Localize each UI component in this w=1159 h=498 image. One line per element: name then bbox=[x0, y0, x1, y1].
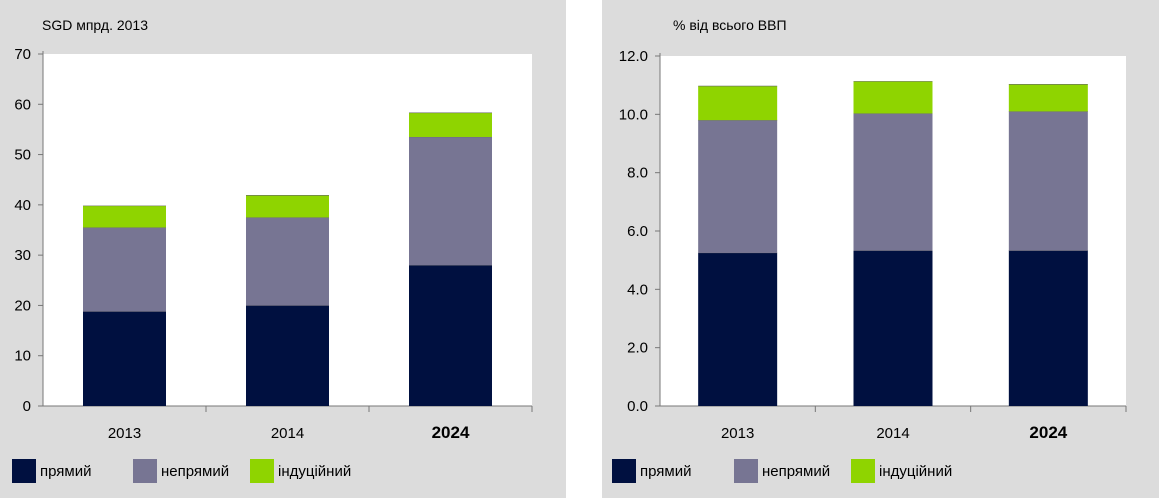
legend-item-indirect: непрямий bbox=[133, 459, 229, 483]
y-tick-label: 60 bbox=[14, 96, 31, 113]
legend-label: непрямий bbox=[161, 462, 230, 480]
legend-swatch bbox=[612, 459, 636, 483]
legend-label: прямий bbox=[40, 462, 92, 480]
x-tick-label: 2013 bbox=[721, 425, 754, 442]
bar-segment bbox=[83, 311, 166, 406]
bar-segment bbox=[246, 217, 329, 306]
y-tick-label: 0.0 bbox=[627, 398, 648, 415]
bar-segment bbox=[83, 227, 166, 312]
legend-label: індуційний bbox=[879, 462, 953, 480]
legend-label: непрямий bbox=[762, 462, 831, 480]
legend-item-direct: прямий bbox=[12, 459, 92, 483]
chart-unit-label: % від всього ВВП bbox=[673, 17, 787, 33]
chart-canvas: 0.0 2.0 4.0 6.0 8.0 10.0 12.0 2013 2014 2024 bbox=[619, 48, 1127, 442]
chart-panel-gdp-sgd: SGD мпрд. 2013 0 10 20 30 40 50 60 70 2013 2014 20… bbox=[0, 0, 566, 498]
bar-segment bbox=[1008, 84, 1088, 112]
legend-item-induced: індуційний bbox=[250, 459, 351, 483]
legend-label: прямий bbox=[640, 462, 692, 480]
bar-segment bbox=[409, 112, 492, 137]
y-tick-label: 70 bbox=[14, 46, 31, 63]
bar-segment bbox=[246, 305, 329, 406]
bar-segment bbox=[246, 195, 329, 218]
bar-segment bbox=[698, 86, 778, 121]
chart-panel-gdp-percent: % від всього ВВП 0.0 2.0 4.0 6.0 8.0 10.0 12.0… bbox=[602, 0, 1159, 498]
legend-swatch bbox=[250, 459, 274, 483]
bar-segment bbox=[409, 265, 492, 406]
y-tick-label: 6.0 bbox=[627, 223, 648, 240]
bar-segment bbox=[853, 81, 933, 114]
y-tick-label: 8.0 bbox=[627, 165, 648, 182]
bar-segment bbox=[698, 252, 778, 406]
legend-item-induced: індуційний bbox=[851, 459, 952, 483]
legend-label: індуційний bbox=[278, 462, 352, 480]
bar-segment bbox=[853, 250, 933, 406]
legend-swatch bbox=[734, 459, 758, 483]
x-tick-label: 2024 bbox=[432, 423, 470, 442]
legend-swatch bbox=[133, 459, 157, 483]
bar-segment bbox=[1008, 111, 1088, 251]
y-tick-label: 10.0 bbox=[619, 106, 648, 123]
y-tick-label: 12.0 bbox=[619, 48, 648, 65]
y-tick-label: 50 bbox=[14, 147, 31, 164]
legend-item-indirect: непрямий bbox=[734, 459, 830, 483]
chart-unit-label: SGD мпрд. 2013 bbox=[42, 17, 148, 33]
y-tick-label: 30 bbox=[14, 247, 31, 264]
chart-canvas: 0 10 20 30 40 50 60 70 2013 2014 2024 bbox=[14, 46, 533, 442]
y-tick-label: 4.0 bbox=[627, 281, 648, 298]
bar-segment bbox=[409, 136, 492, 266]
bar-segment bbox=[698, 120, 778, 253]
y-tick-label: 2.0 bbox=[627, 340, 648, 357]
bar-segment bbox=[1008, 250, 1088, 406]
x-tick-label: 2013 bbox=[108, 425, 141, 442]
y-tick-label: 20 bbox=[14, 297, 31, 314]
legend-swatch bbox=[851, 459, 875, 483]
legend-item-direct: прямий bbox=[612, 459, 692, 483]
bar-segment bbox=[83, 205, 166, 228]
bar-segment bbox=[853, 113, 933, 251]
y-tick-label: 40 bbox=[14, 197, 31, 214]
y-tick-label: 10 bbox=[14, 348, 31, 365]
x-tick-label: 2014 bbox=[271, 425, 304, 442]
legend-swatch bbox=[12, 459, 36, 483]
y-tick-label: 0 bbox=[23, 398, 31, 415]
x-tick-label: 2024 bbox=[1029, 423, 1067, 442]
x-tick-label: 2014 bbox=[876, 425, 909, 442]
